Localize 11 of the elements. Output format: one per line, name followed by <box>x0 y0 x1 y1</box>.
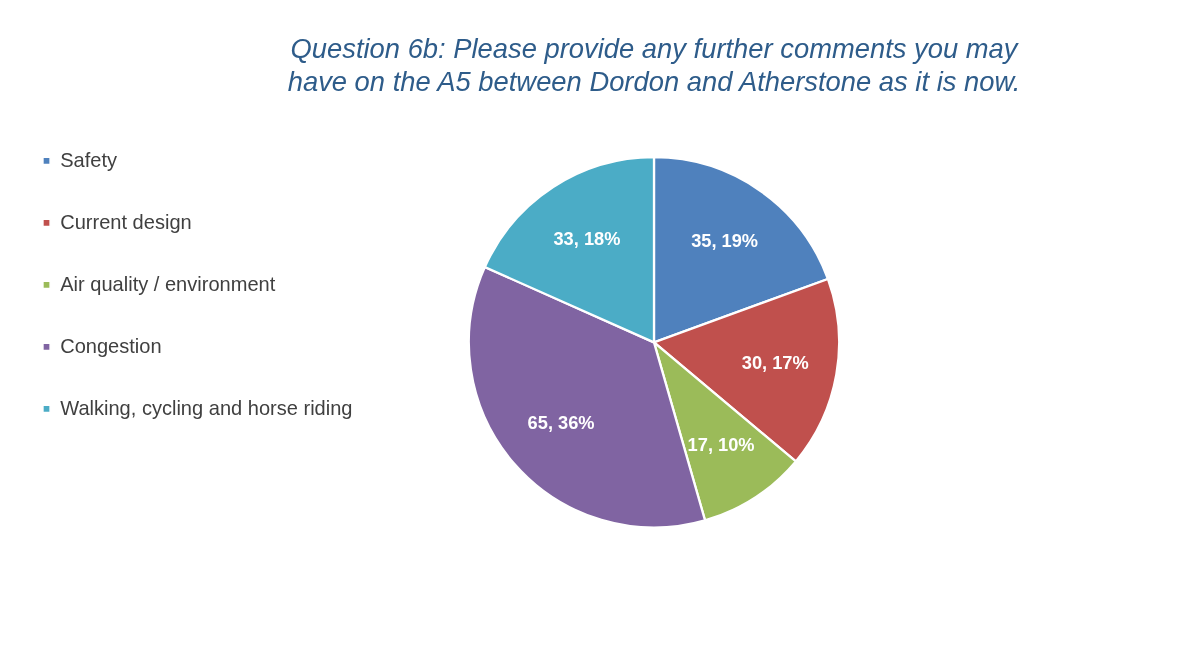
data-label: 17, 10% <box>687 434 755 456</box>
legend-label: Safety <box>60 149 118 172</box>
legend-label: Congestion <box>60 335 162 358</box>
data-label: 35, 19% <box>691 229 759 251</box>
legend-label: Air quality / environment <box>60 273 276 296</box>
legend-label: Walking, cycling and horse riding <box>60 397 353 420</box>
chart-title: Question 6b: Please provide any further comments you may have on the A5 between Dordon and Atherstone as it is now. <box>287 32 1021 97</box>
legend-label: Current design <box>60 211 192 234</box>
data-label: 33, 18% <box>553 227 621 249</box>
data-label: 30, 17% <box>741 352 809 374</box>
data-label: 65, 36% <box>527 411 595 433</box>
